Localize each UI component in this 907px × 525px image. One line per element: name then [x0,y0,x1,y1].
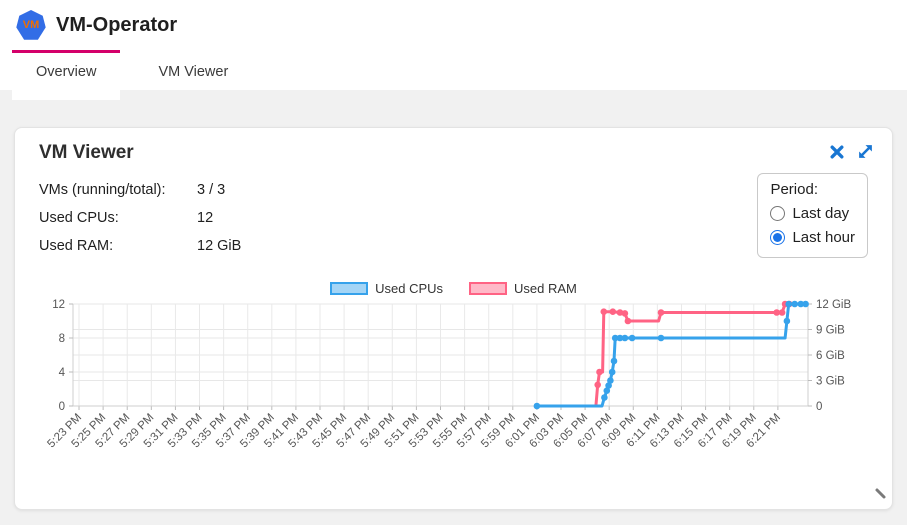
svg-text:3 GiB: 3 GiB [816,376,845,388]
card-actions [829,143,874,160]
svg-text:12: 12 [52,299,65,311]
usage-chart-svg: 5:23 PM5:25 PM5:27 PM5:29 PM5:31 PM5:33 … [45,299,851,450]
resize-handle-icon[interactable] [874,487,887,505]
stat-vms-label: VMs (running/total): [39,182,166,198]
legend-label-used-cpus: Used CPUs [375,280,444,296]
stat-used-cpus: Used CPUs: 12 [39,204,241,232]
legend-label-used-ram: Used RAM [514,280,577,296]
app-title: VM-Operator [56,13,178,36]
svg-text:4: 4 [59,367,66,379]
tab-vm-viewer-label: VM Viewer [158,63,229,80]
period-selector: Period: Last day Last hour [757,173,868,258]
svg-text:8: 8 [59,333,65,345]
stat-used-ram-value: 12 GiB [197,238,242,254]
chart-legend: Used CPUs Used RAM [39,280,868,296]
expand-diagonal-icon[interactable] [857,143,874,160]
legend-swatch-used-cpus [330,281,369,295]
svg-text:6 GiB: 6 GiB [816,350,845,362]
tab-bar: Overview VM Viewer [0,50,907,90]
legend-item-used-ram[interactable]: Used RAM [469,281,577,296]
card-title: VM Viewer [39,142,134,163]
usage-chart: 5:23 PM 5:25 PM 5:27 PM 5:29 PM 5:31 PM 5:33 … [39,298,868,476]
svg-text:0: 0 [816,401,822,413]
stat-vms-value: 3 / 3 [197,182,226,198]
stat-used-ram-label: Used RAM: [39,238,114,254]
period-label: Period: [770,181,818,198]
radio-last-day[interactable] [770,206,786,221]
svg-text:0: 0 [59,401,65,413]
vm-operator-logo-icon: VM [16,10,46,40]
stats-list: VMs (running/total): 3 / 3 Used CPUs: 12… [39,176,241,260]
legend-item-used-cpus[interactable]: Used CPUs [330,281,443,296]
period-last-day-label: Last day [792,205,850,222]
vm-viewer-card: VM Viewer VMs (running/total): 3 / 3 [14,127,893,510]
svg-text:12 GiB: 12 GiB [816,299,851,311]
stat-vms: VMs (running/total): 3 / 3 [39,176,241,204]
app-header: VM VM-Operator [0,0,907,50]
legend-swatch-used-ram [469,281,508,295]
period-option-last-hour[interactable]: Last hour [770,229,855,246]
stat-used-cpus-label: Used CPUs: [39,210,119,226]
period-option-last-day[interactable]: Last day [770,205,855,222]
page-content: VM Viewer VMs (running/total): 3 / 3 [0,90,907,525]
tab-overview[interactable]: Overview [12,50,121,90]
stat-used-cpus-value: 12 [197,210,214,226]
radio-last-hour[interactable] [770,230,786,245]
tab-overview-label: Overview [36,63,97,80]
close-icon[interactable] [829,144,845,160]
period-last-hour-label: Last hour [792,229,855,246]
svg-text:9 GiB: 9 GiB [816,325,845,337]
stats-and-period: VMs (running/total): 3 / 3 Used CPUs: 12… [39,173,868,260]
stat-used-ram: Used RAM: 12 GiB [39,232,241,260]
tab-vm-viewer[interactable]: VM Viewer [134,50,252,90]
logo-text: VM [22,19,40,31]
